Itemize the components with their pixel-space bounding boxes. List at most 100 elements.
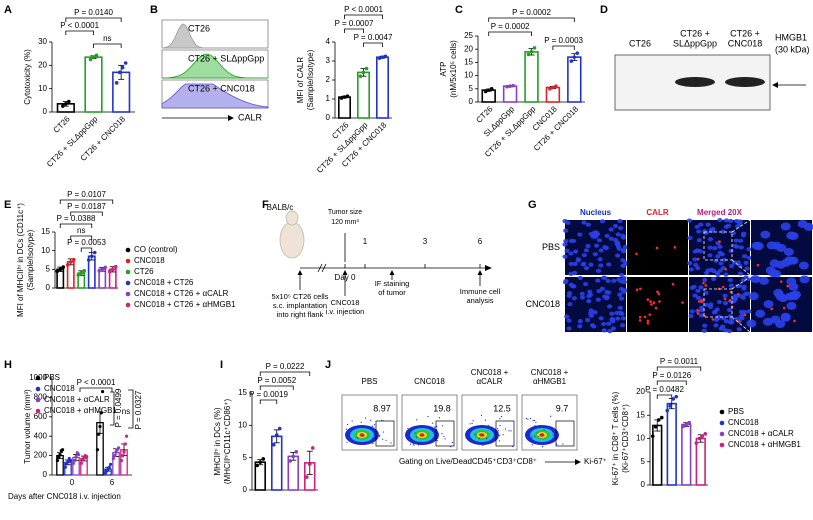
calr-spot <box>737 320 741 323</box>
nucleus <box>698 222 704 227</box>
nucleus <box>598 248 604 253</box>
data-point <box>659 415 664 420</box>
nucleus <box>620 263 626 268</box>
y-tick-label: 0 <box>43 470 48 479</box>
legend-label: CT26 <box>134 267 154 276</box>
event-label: s.c. implantation <box>273 301 327 310</box>
panel-letter: G <box>528 199 537 211</box>
bar <box>337 96 351 119</box>
calr-spot <box>696 308 700 312</box>
calr-spot <box>780 280 783 283</box>
nucleus <box>604 233 610 238</box>
nucleus <box>742 254 748 259</box>
y-tick-label: 30 <box>38 37 47 46</box>
event-label: into right flank <box>277 310 324 319</box>
calr-spot <box>697 300 701 303</box>
nucleus <box>562 254 568 259</box>
y-tick-label: 0 <box>641 480 646 489</box>
event-dot <box>363 435 365 437</box>
y-tick-label: 200 <box>34 451 48 460</box>
nucleus <box>775 260 786 269</box>
nucleus <box>723 272 729 277</box>
legend-label: CNC018 + CT26 + αHMGB1 <box>134 300 236 309</box>
nucleus <box>760 230 771 239</box>
group-label: CNC018 + <box>471 368 509 377</box>
data-point <box>97 269 102 273</box>
event-dot <box>360 421 362 423</box>
zoom-box <box>703 231 733 261</box>
significance-bracket <box>80 247 93 252</box>
event-dot <box>373 424 375 426</box>
nucleus <box>763 300 774 309</box>
calr-spot <box>723 297 727 301</box>
y-tick-label: 400 <box>34 431 48 440</box>
nucleus <box>750 274 761 283</box>
nucleus <box>740 278 746 283</box>
panel-letter: F <box>262 199 269 211</box>
event-dot <box>535 421 537 423</box>
nucleus <box>722 301 729 306</box>
nucleus <box>711 268 717 273</box>
nucleus <box>607 329 613 334</box>
data-point <box>88 57 93 62</box>
y-tick-label: 1 <box>326 94 331 103</box>
nucleus <box>585 222 591 227</box>
nucleus <box>568 251 574 256</box>
calr-spot <box>673 246 677 249</box>
nucleus <box>728 263 735 269</box>
nucleus <box>703 270 710 275</box>
lane-label: CT26 <box>629 38 651 48</box>
nucleus <box>740 233 746 238</box>
arrow-head <box>772 82 778 88</box>
nucleus <box>620 233 626 238</box>
data-point <box>97 432 101 436</box>
nucleus <box>696 229 702 234</box>
nucleus <box>707 237 714 242</box>
nucleus <box>765 266 776 275</box>
data-point <box>122 450 126 454</box>
calr-spot <box>696 257 700 261</box>
nucleus <box>583 281 589 287</box>
y-tick-label: 2 <box>326 75 331 84</box>
x-tick-label: CT26 + SLΔppGpp <box>45 114 100 169</box>
bar <box>375 56 389 119</box>
data-point <box>361 70 366 75</box>
data-point <box>486 88 491 92</box>
y-tick-label: 25 <box>464 31 473 40</box>
event-dot <box>444 438 446 440</box>
zoom-line <box>731 219 751 233</box>
nucleus <box>562 280 569 285</box>
nucleus <box>579 291 585 296</box>
significance-bracket <box>344 28 364 33</box>
density-contour <box>539 433 545 437</box>
calr-spot <box>657 292 661 296</box>
data-point <box>98 424 102 429</box>
data-point <box>107 465 111 469</box>
event-label: of tumor <box>378 288 406 297</box>
nucleus <box>580 262 586 267</box>
nucleus <box>733 238 739 243</box>
data-point <box>307 462 312 466</box>
event-dot <box>478 437 481 440</box>
nucleus <box>746 255 753 261</box>
legend-label: CNC018 <box>728 418 759 427</box>
calr-spot <box>700 300 704 304</box>
nucleus <box>786 301 797 310</box>
nucleus <box>617 292 623 297</box>
event-dot <box>415 436 418 438</box>
event-dot <box>357 425 359 427</box>
event-dot <box>346 441 348 443</box>
data-point <box>674 394 679 399</box>
day-label: 6 <box>478 237 483 246</box>
gating-label: Gating on Live/DeadCD45⁺CD3⁺CD8⁺ <box>399 457 537 466</box>
data-point <box>274 433 279 437</box>
event-dot <box>407 427 409 430</box>
nucleus <box>588 313 594 318</box>
y-tick-label: 800 <box>34 393 48 402</box>
channel-label: Nucleus <box>580 208 612 217</box>
nucleus <box>621 279 628 285</box>
event-dot <box>347 429 349 431</box>
data-point <box>529 50 534 54</box>
y-axis-label: (nM/5x10⁵ cells) <box>449 40 458 98</box>
group-label: CNC018 <box>525 299 560 309</box>
